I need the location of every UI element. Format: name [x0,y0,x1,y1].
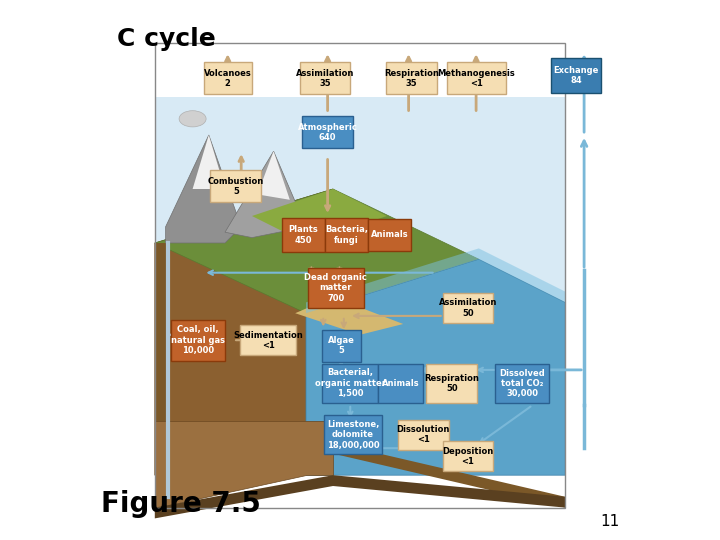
Polygon shape [155,189,479,313]
FancyBboxPatch shape [204,62,252,94]
FancyBboxPatch shape [551,58,601,93]
Text: Atmospheric
640: Atmospheric 640 [297,123,358,142]
FancyBboxPatch shape [446,62,505,94]
FancyBboxPatch shape [307,268,364,308]
Polygon shape [155,475,565,518]
Polygon shape [155,421,333,508]
Text: Methanogenesis
<1: Methanogenesis <1 [437,69,515,88]
Polygon shape [166,135,241,243]
Text: Combustion
5: Combustion 5 [207,177,264,196]
FancyBboxPatch shape [171,320,225,361]
Ellipse shape [179,111,206,127]
Text: Animals: Animals [382,379,419,388]
Polygon shape [252,189,387,243]
Polygon shape [155,189,333,475]
FancyBboxPatch shape [210,170,261,202]
FancyBboxPatch shape [495,364,549,403]
FancyBboxPatch shape [323,364,379,403]
Text: Exchange
84: Exchange 84 [553,66,599,85]
Polygon shape [155,443,565,508]
Text: Algae
5: Algae 5 [328,336,354,355]
Polygon shape [306,259,565,475]
Polygon shape [155,243,166,497]
Text: Limestone,
dolomite
18,000,000: Limestone, dolomite 18,000,000 [327,420,379,450]
FancyBboxPatch shape [282,218,325,252]
Text: 11: 11 [600,514,619,529]
Text: Dead organic
matter
700: Dead organic matter 700 [305,273,367,303]
FancyBboxPatch shape [397,420,449,450]
FancyBboxPatch shape [240,325,297,355]
Polygon shape [193,135,225,189]
Text: Figure 7.5: Figure 7.5 [101,490,261,518]
Text: Bacteria,
fungi: Bacteria, fungi [325,225,368,245]
Text: Dissolution
<1: Dissolution <1 [397,425,450,444]
FancyBboxPatch shape [426,364,477,403]
FancyBboxPatch shape [443,441,493,471]
Polygon shape [258,151,289,200]
Text: Coal, oil,
natural gas
10,000: Coal, oil, natural gas 10,000 [171,325,225,355]
Polygon shape [306,248,565,313]
FancyBboxPatch shape [443,293,493,323]
Text: Assimilation
35: Assimilation 35 [296,69,354,88]
Text: Assimilation
50: Assimilation 50 [438,298,498,318]
Text: Animals: Animals [371,231,408,239]
Text: Plants
450: Plants 450 [289,225,318,245]
FancyBboxPatch shape [155,97,565,313]
Text: Bacterial,
organic matter
1,500: Bacterial, organic matter 1,500 [315,368,386,399]
FancyBboxPatch shape [323,415,382,454]
Text: Respiration
50: Respiration 50 [424,374,480,393]
Polygon shape [155,421,333,475]
FancyBboxPatch shape [322,329,361,362]
Text: Sedimentation
<1: Sedimentation <1 [233,330,303,350]
FancyBboxPatch shape [386,62,436,94]
Text: Respiration
35: Respiration 35 [384,69,438,88]
FancyBboxPatch shape [300,62,350,94]
FancyBboxPatch shape [369,219,411,251]
Text: Volcanoes
2: Volcanoes 2 [204,69,251,88]
Polygon shape [295,297,403,335]
FancyBboxPatch shape [302,117,353,148]
Text: C cycle: C cycle [117,27,216,51]
Text: Deposition
<1: Deposition <1 [442,447,494,466]
FancyBboxPatch shape [325,218,368,252]
Polygon shape [225,151,306,238]
FancyBboxPatch shape [378,364,423,403]
Text: Dissolved
total CO₂
30,000: Dissolved total CO₂ 30,000 [499,368,545,399]
